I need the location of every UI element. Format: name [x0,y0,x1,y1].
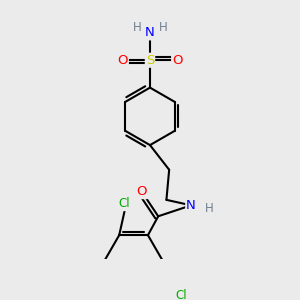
Text: S: S [146,54,154,67]
Text: N: N [145,26,155,39]
Text: H: H [205,202,213,214]
Text: N: N [186,199,196,212]
Text: H: H [159,21,167,34]
Text: O: O [136,185,147,198]
Text: O: O [117,54,128,67]
Text: H: H [133,21,141,34]
Text: Cl: Cl [119,197,130,210]
Text: Cl: Cl [175,290,187,300]
Text: O: O [172,54,183,67]
